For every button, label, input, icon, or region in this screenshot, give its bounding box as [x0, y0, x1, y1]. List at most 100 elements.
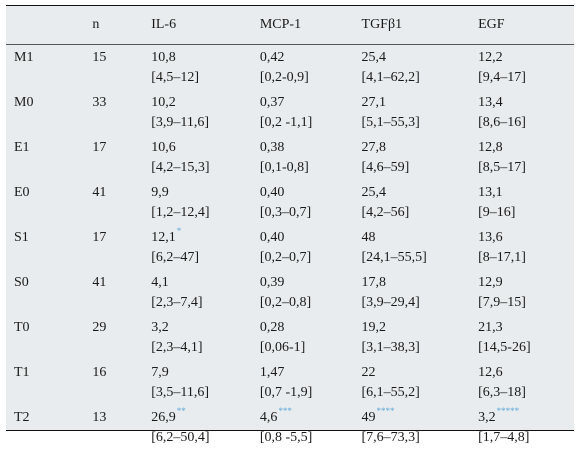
egf-range: [9–16] — [478, 203, 574, 223]
row-label: T2 — [6, 405, 92, 450]
tgf-range: [24,1–55,5] — [362, 248, 479, 268]
il6-range: [3,9–11,6] — [151, 113, 260, 133]
tgf-range: [6,1–55,2] — [362, 383, 479, 403]
row-label: T0 — [6, 315, 92, 360]
egf-cell: 12,8[8,5–17] — [478, 135, 574, 180]
mcp1-range: [0,7 -1,9] — [260, 383, 362, 403]
egf-range: [8–17,1] — [478, 248, 574, 268]
mcp1-cell: 0,28[0,06-1] — [260, 315, 362, 360]
row-label: S1 — [6, 225, 92, 270]
table-row-t2: T2 13 26,9**[6,2–50,4] 4,6***[0,8 -5,5] … — [6, 405, 574, 450]
il6-cell: 7,9[3,5–11,6] — [151, 360, 260, 405]
row-n: 41 — [92, 270, 151, 315]
il6-cell: 12,1*[6,2–47] — [151, 225, 260, 270]
egf-median: 3,2 — [478, 410, 496, 425]
row-n: 41 — [92, 180, 151, 225]
header-egf: EGF — [478, 6, 574, 45]
il6-range: [2,3–7,4] — [151, 293, 260, 313]
mcp1-range: [0,3–0,7] — [260, 203, 362, 223]
tgf-cell: 17,8[3,9–29,4] — [362, 270, 479, 315]
row-n: 15 — [92, 45, 151, 91]
mcp1-median-line: 4,6*** — [260, 408, 362, 428]
il6-range: [6,2–50,4] — [151, 428, 260, 448]
footnote-mark: * — [177, 226, 182, 236]
egf-cell: 21,3[14,5-26] — [478, 315, 574, 360]
tgf-range: [5,1–55,3] — [362, 113, 479, 133]
mcp1-cell: 0,37[0,2 -1,1] — [260, 90, 362, 135]
footnote-mark: ***** — [497, 406, 520, 416]
mcp1-cell: 0,40[0,2–0,7] — [260, 225, 362, 270]
egf-range: [1,7–4,8] — [478, 428, 574, 448]
il6-cell: 9,9[1,2–12,4] — [151, 180, 260, 225]
table-row-e1: E1 17 10,6[4,2–15,3] 0,38[0,1-0,8] 27,8[… — [6, 135, 574, 180]
table-row-m1: M1 15 10,8[4,5–12] 0,42[0,2-0,9] 25,4[4,… — [6, 45, 574, 91]
egf-cell: 13,4[8,6–16] — [478, 90, 574, 135]
mcp1-range: [0,1-0,8] — [260, 158, 362, 178]
il6-median: 12,1 — [151, 230, 176, 245]
tgf-cell: 22[6,1–55,2] — [362, 360, 479, 405]
il6-range: [2,3–4,1] — [151, 338, 260, 358]
header-mcp1: MCP-1 — [260, 6, 362, 45]
row-label: M1 — [6, 45, 92, 91]
footnote-mark: *** — [278, 406, 292, 416]
mcp1-range: [0,2 -1,1] — [260, 113, 362, 133]
tgf-range: [4,6–59] — [362, 158, 479, 178]
tgf-cell: 25,4[4,1–62,2] — [362, 45, 479, 91]
tgf-range: [4,2–56] — [362, 203, 479, 223]
mcp1-median: 0,37 — [260, 93, 362, 113]
il6-range: [3,5–11,6] — [151, 383, 260, 403]
mcp1-median: 1,47 — [260, 363, 362, 383]
footnote-mark: ** — [177, 406, 186, 416]
header-n: n — [92, 6, 151, 45]
cytokine-table: n IL-6 MCP-1 TGFβ1 EGF M1 15 10,8[4,5–12… — [6, 6, 574, 450]
egf-median: 13,4 — [478, 93, 574, 113]
il6-range: [4,2–15,3] — [151, 158, 260, 178]
mcp1-range: [0,8 -5,5] — [260, 428, 362, 448]
table-row-t1: T1 16 7,9[3,5–11,6] 1,47[0,7 -1,9] 22[6,… — [6, 360, 574, 405]
tgf-median: 27,8 — [362, 138, 479, 158]
egf-range: [8,6–16] — [478, 113, 574, 133]
il6-range: [1,2–12,4] — [151, 203, 260, 223]
il6-median: 9,9 — [151, 183, 260, 203]
egf-median: 12,9 — [478, 273, 574, 293]
mcp1-range: [0,2–0,8] — [260, 293, 362, 313]
egf-range: [6,3–18] — [478, 383, 574, 403]
header-tgfb1: TGFβ1 — [362, 6, 479, 45]
table-row-s0: S0 41 4,1[2,3–7,4] 0,39[0,2–0,8] 17,8[3,… — [6, 270, 574, 315]
egf-median: 12,2 — [478, 48, 574, 68]
tgf-cell: 48[24,1–55,5] — [362, 225, 479, 270]
egf-range: [7,9–15] — [478, 293, 574, 313]
table-body: M1 15 10,8[4,5–12] 0,42[0,2-0,9] 25,4[4,… — [6, 45, 574, 450]
mcp1-median: 0,40 — [260, 228, 362, 248]
row-label: T1 — [6, 360, 92, 405]
mcp1-median: 0,38 — [260, 138, 362, 158]
tgf-cell: 25,4[4,2–56] — [362, 180, 479, 225]
il6-median: 4,1 — [151, 273, 260, 293]
il6-median-line: 12,1* — [151, 228, 260, 248]
tgf-median: 27,1 — [362, 93, 479, 113]
tgf-range: [3,1–38,3] — [362, 338, 479, 358]
mcp1-median: 4,6 — [260, 410, 278, 425]
tgf-median: 49 — [362, 410, 376, 425]
row-label: E0 — [6, 180, 92, 225]
il6-cell: 26,9** [6,2–50,4] — [151, 405, 260, 450]
table-row-e0: E0 41 9,9[1,2–12,4] 0,40[0,3–0,7] 25,4[4… — [6, 180, 574, 225]
tgf-cell: 49****[7,6–73,3] — [362, 405, 479, 450]
egf-median: 21,3 — [478, 318, 574, 338]
tgf-cell: 27,8[4,6–59] — [362, 135, 479, 180]
tgf-range: [7,6–73,3] — [362, 428, 479, 448]
mcp1-cell: 1,47[0,7 -1,9] — [260, 360, 362, 405]
tgf-median: 19,2 — [362, 318, 479, 338]
il6-median: 26,9 — [151, 410, 176, 425]
il6-median: 10,2 — [151, 93, 260, 113]
il6-median: 7,9 — [151, 363, 260, 383]
row-n: 13 — [92, 405, 151, 450]
mcp1-median: 0,40 — [260, 183, 362, 203]
table-row-s1: S1 17 12,1*[6,2–47] 0,40[0,2–0,7] 48[24,… — [6, 225, 574, 270]
mcp1-cell: 0,40[0,3–0,7] — [260, 180, 362, 225]
row-n: 29 — [92, 315, 151, 360]
il6-cell: 10,8[4,5–12] — [151, 45, 260, 91]
mcp1-cell: 4,6***[0,8 -5,5] — [260, 405, 362, 450]
row-label: E1 — [6, 135, 92, 180]
egf-median: 13,1 — [478, 183, 574, 203]
